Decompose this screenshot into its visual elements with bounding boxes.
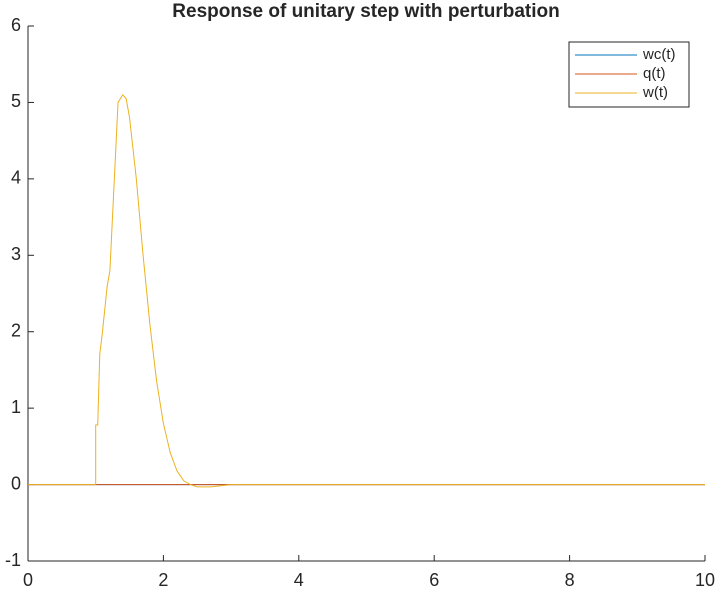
y-tick-label: 3 <box>11 244 21 264</box>
legend-label: wc(t) <box>642 46 676 63</box>
legend-label: w(t) <box>642 84 668 101</box>
y-tick-label: 1 <box>11 397 21 417</box>
x-tick-label: 6 <box>429 570 439 590</box>
x-tick-label: 8 <box>565 570 575 590</box>
legend-label: q(t) <box>643 65 666 82</box>
series-line <box>28 93 705 488</box>
y-tick-label: -1 <box>5 550 21 570</box>
y-tick-label: 6 <box>11 15 21 35</box>
x-tick-label: 0 <box>23 570 33 590</box>
x-tick-label: 4 <box>294 570 304 590</box>
x-tick-label: 2 <box>158 570 168 590</box>
y-tick-label: 2 <box>11 320 21 340</box>
y-tick-label: 4 <box>11 168 21 188</box>
y-tick-label: 0 <box>11 473 21 493</box>
x-tick-label: 10 <box>695 570 715 590</box>
y-tick-label: 5 <box>11 91 21 111</box>
chart-title: Response of unitary step with perturbati… <box>172 1 559 22</box>
